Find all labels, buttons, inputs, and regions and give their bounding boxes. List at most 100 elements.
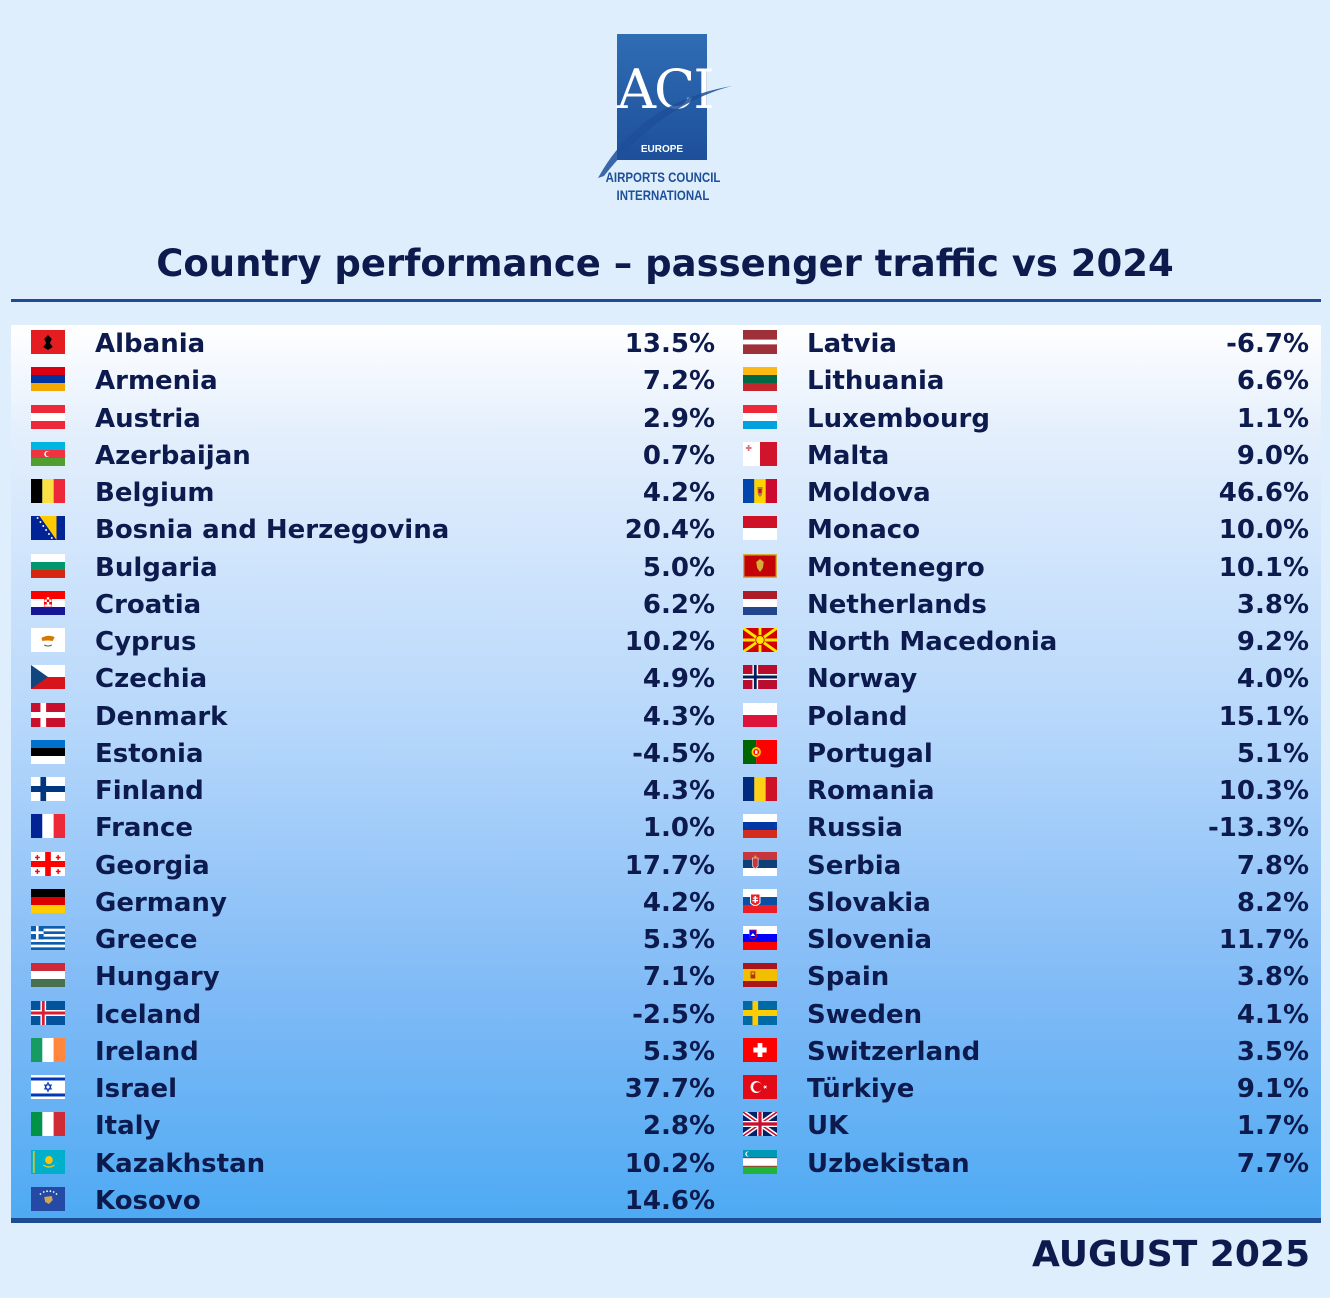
logo-line1: AIRPORTS COUNCIL <box>605 169 721 185</box>
country-name: Portugal <box>807 738 933 769</box>
country-row: Moldova 46.6% <box>723 475 1315 511</box>
finland-flag-icon <box>31 777 65 801</box>
logo-line2: INTERNATIONAL <box>616 187 710 203</box>
netherlands-flag-icon <box>743 590 777 615</box>
spain-flag-icon <box>743 963 777 988</box>
country-row: Sweden 4.1% <box>723 997 1315 1033</box>
country-name: Italy <box>95 1111 161 1142</box>
country-name: Serbia <box>807 850 902 881</box>
serbia-flag-icon <box>743 851 777 876</box>
country-change-value: 7.7% <box>1236 1148 1309 1179</box>
country-change-value: 4.3% <box>642 776 715 806</box>
north-macedonia-flag-icon <box>743 628 777 652</box>
country-table <box>11 325 1321 1219</box>
switzerland-flag-icon <box>743 1037 777 1062</box>
country-name: Switzerland <box>807 1036 981 1067</box>
country-change-value: 0.7% <box>642 440 715 471</box>
country-name: Germany <box>95 887 227 918</box>
czechia-flag-icon <box>31 665 65 690</box>
country-name: Moldova <box>807 478 931 508</box>
country-change-value: 4.1% <box>1236 999 1309 1030</box>
uzbekistan-flag-icon <box>743 1149 777 1174</box>
iceland-flag-icon <box>31 1000 65 1025</box>
country-name: Denmark <box>95 701 228 732</box>
country-change-value: 6.2% <box>642 589 715 620</box>
country-name: Netherlands <box>807 589 987 620</box>
norway-flag-icon <box>743 665 777 690</box>
country-change-value: 13.5% <box>624 329 715 359</box>
country-row: Latvia -6.7% <box>723 326 1315 362</box>
country-name: Luxembourg <box>807 403 990 434</box>
uk-flag-icon <box>743 1112 777 1137</box>
country-name: Bulgaria <box>95 552 218 583</box>
country-row: Finland 4.3% <box>11 773 721 809</box>
albania-flag-icon <box>31 330 65 354</box>
country-row: Estonia -4.5% <box>11 736 721 772</box>
country-name: Azerbaijan <box>95 440 251 471</box>
country-change-value: 5.3% <box>642 1036 715 1067</box>
country-row: Israel 37.7% <box>11 1071 721 1107</box>
country-row: Ireland 5.3% <box>11 1034 721 1070</box>
country-row: Belgium 4.2% <box>11 475 721 511</box>
country-name: Ireland <box>95 1036 199 1067</box>
country-change-value: 9.0% <box>1236 440 1309 471</box>
monaco-flag-icon <box>743 516 777 541</box>
country-row: Bosnia and Herzegovina 20.4% <box>11 512 721 548</box>
country-name: Albania <box>95 329 206 359</box>
country-row: Denmark 4.3% <box>11 699 721 735</box>
poland-flag-icon <box>743 702 777 727</box>
country-change-value: 6.6% <box>1236 366 1309 397</box>
country-change-value: 3.5% <box>1236 1036 1309 1067</box>
country-row: Hungary 7.1% <box>11 959 721 995</box>
country-name: Lithuania <box>807 366 945 397</box>
country-name: Poland <box>807 701 908 732</box>
country-change-value: 2.8% <box>642 1111 715 1142</box>
country-row: Bulgaria 5.0% <box>11 550 721 586</box>
country-change-value: 5.0% <box>642 552 715 583</box>
country-row: Greece 5.3% <box>11 922 721 958</box>
country-row: UK 1.7% <box>723 1108 1315 1144</box>
country-name: France <box>95 813 194 844</box>
country-name: Armenia <box>95 366 218 397</box>
country-change-value: 4.9% <box>642 664 715 695</box>
country-name: Monaco <box>807 515 921 546</box>
cyprus-flag-icon <box>31 628 65 652</box>
country-change-value: 1.1% <box>1236 403 1309 434</box>
lithuania-flag-icon <box>743 367 777 392</box>
country-row: Iceland -2.5% <box>11 997 721 1033</box>
country-row: Albania 13.5% <box>11 326 721 362</box>
country-row: Kazakhstan 10.2% <box>11 1146 721 1182</box>
malta-flag-icon <box>743 441 777 466</box>
country-row: Cyprus 10.2% <box>11 624 721 660</box>
country-row: Montenegro 10.1% <box>723 550 1315 586</box>
croatia-flag-icon <box>31 590 65 615</box>
country-name: Slovenia <box>807 925 933 955</box>
turkiye-flag-icon <box>743 1075 777 1099</box>
ireland-flag-icon <box>31 1037 65 1062</box>
italy-flag-icon <box>31 1112 65 1137</box>
country-change-value: 46.6% <box>1218 478 1309 508</box>
country-row: France 1.0% <box>11 810 721 846</box>
romania-flag-icon <box>743 777 777 801</box>
country-row: Slovakia 8.2% <box>723 885 1315 921</box>
greece-flag-icon <box>31 926 65 950</box>
country-row: Germany 4.2% <box>11 885 721 921</box>
country-row: Georgia 17.7% <box>11 848 721 884</box>
country-name: Romania <box>807 776 935 806</box>
country-change-value: 10.1% <box>1218 552 1309 583</box>
country-row: Slovenia 11.7% <box>723 922 1315 958</box>
country-name: Türkiye <box>807 1074 915 1104</box>
country-change-value: 4.2% <box>642 887 715 918</box>
logo-subtitle: AIRPORTS COUNCIL INTERNATIONAL <box>603 168 723 204</box>
country-row: Russia -13.3% <box>723 810 1315 846</box>
country-change-value: 1.0% <box>642 813 715 844</box>
latvia-flag-icon <box>743 330 777 354</box>
belgium-flag-icon <box>31 479 65 503</box>
country-change-value: 7.1% <box>642 962 715 993</box>
page-title: Country performance – passenger traffic … <box>156 242 1174 285</box>
country-change-value: 4.0% <box>1236 664 1309 695</box>
country-name: North Macedonia <box>807 627 1058 657</box>
country-row: Malta 9.0% <box>723 438 1315 474</box>
aci-europe-logo: ACI EUROPE AIRPORTS COUNCIL INTERNATIONA… <box>590 30 740 210</box>
country-change-value: 4.2% <box>642 478 715 508</box>
